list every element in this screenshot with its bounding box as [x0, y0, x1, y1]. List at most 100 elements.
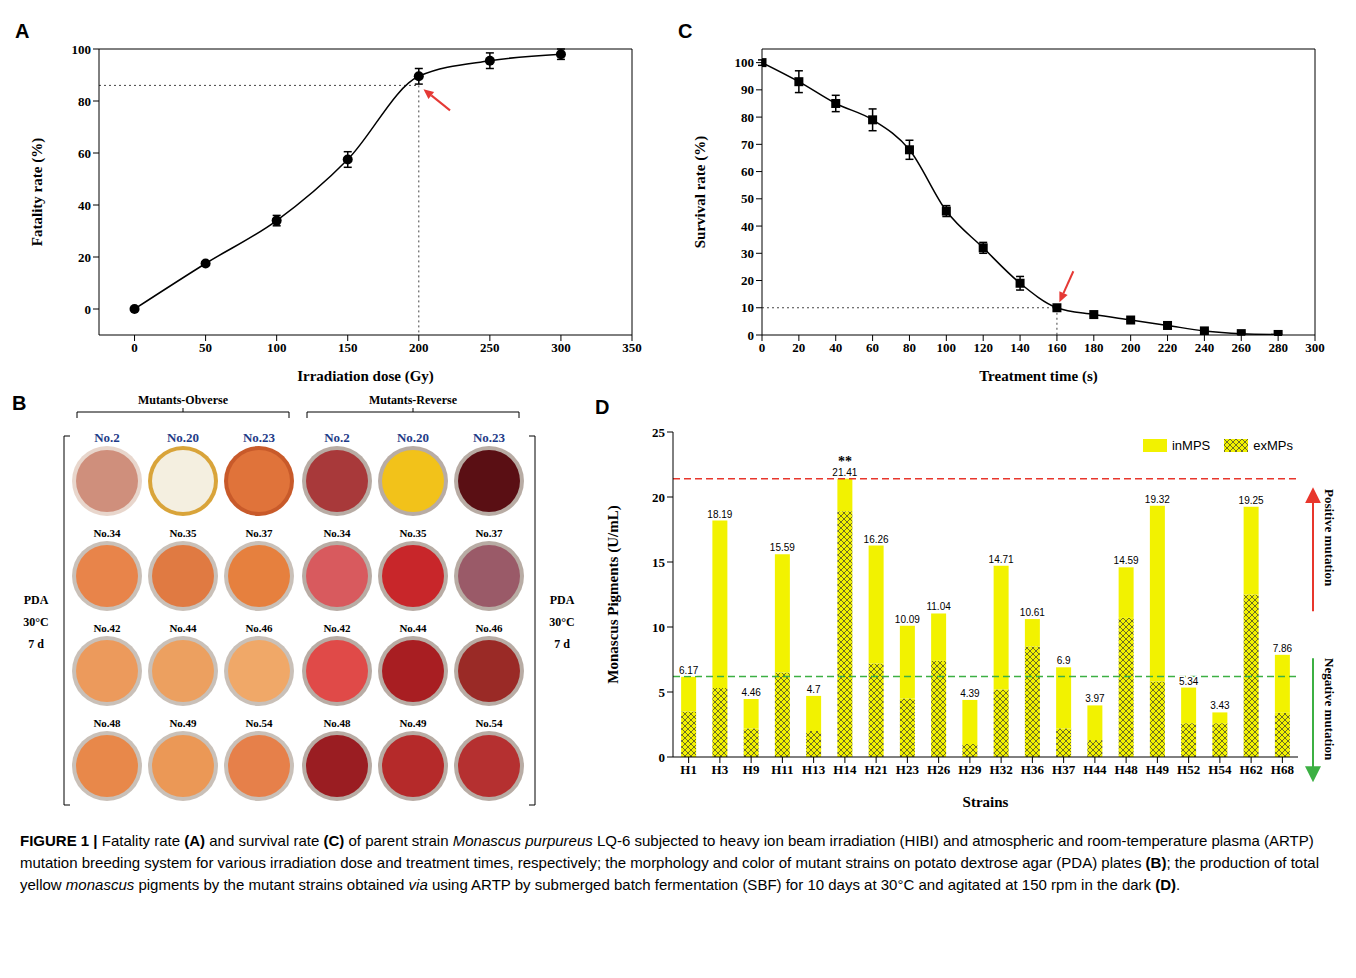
svg-text:No.54: No.54 [245, 717, 273, 729]
svg-text:No.20: No.20 [167, 430, 199, 445]
svg-text:4.39: 4.39 [960, 688, 980, 699]
svg-text:No.48: No.48 [93, 717, 121, 729]
svg-text:Strains: Strains [963, 794, 1009, 810]
svg-text:240: 240 [1195, 340, 1215, 355]
svg-text:20: 20 [741, 273, 754, 288]
svg-text:19.32: 19.32 [1145, 494, 1170, 505]
svg-text:100: 100 [72, 42, 92, 57]
svg-text:No.49: No.49 [169, 717, 197, 729]
svg-text:H23: H23 [896, 762, 920, 777]
svg-text:No.20: No.20 [397, 430, 429, 445]
svg-text:120: 120 [973, 340, 993, 355]
svg-text:No.48: No.48 [323, 717, 351, 729]
svg-text:Fatality rate (%): Fatality rate (%) [29, 138, 46, 246]
svg-text:220: 220 [1158, 340, 1178, 355]
svg-text:100: 100 [937, 340, 957, 355]
svg-text:0: 0 [659, 750, 666, 765]
svg-text:0: 0 [748, 328, 755, 343]
svg-text:No.2: No.2 [94, 430, 120, 445]
svg-text:30°C: 30°C [23, 615, 48, 629]
svg-text:No.42: No.42 [323, 622, 351, 634]
svg-text:H36: H36 [1021, 762, 1045, 777]
svg-text:4.7: 4.7 [807, 684, 821, 695]
svg-text:7 d: 7 d [554, 637, 570, 651]
svg-text:0: 0 [85, 302, 92, 317]
svg-text:No.54: No.54 [475, 717, 503, 729]
svg-text:20: 20 [652, 490, 665, 505]
svg-text:Mutants-Reverse: Mutants-Reverse [369, 393, 458, 407]
svg-text:80: 80 [903, 340, 916, 355]
svg-text:300: 300 [1305, 340, 1325, 355]
svg-text:6.9: 6.9 [1057, 655, 1071, 666]
svg-text:60: 60 [78, 146, 91, 161]
svg-text:H26: H26 [927, 762, 951, 777]
svg-text:No.46: No.46 [475, 622, 503, 634]
svg-text:20: 20 [78, 250, 91, 265]
svg-text:No.34: No.34 [323, 527, 351, 539]
svg-text:80: 80 [78, 94, 91, 109]
svg-text:3.43: 3.43 [1210, 700, 1230, 711]
svg-text:14.59: 14.59 [1114, 555, 1139, 566]
svg-text:10: 10 [741, 300, 754, 315]
svg-text:160: 160 [1047, 340, 1067, 355]
svg-text:100: 100 [267, 340, 287, 355]
svg-text:H62: H62 [1240, 762, 1263, 777]
svg-text:No.37: No.37 [245, 527, 273, 539]
svg-text:40: 40 [741, 219, 754, 234]
svg-text:No.44: No.44 [399, 622, 427, 634]
svg-text:PDA: PDA [24, 593, 49, 607]
svg-text:60: 60 [866, 340, 879, 355]
svg-text:H52: H52 [1177, 762, 1200, 777]
svg-text:40: 40 [829, 340, 842, 355]
svg-text:16.26: 16.26 [864, 534, 889, 545]
svg-text:Monascus Pigments (U/mL): Monascus Pigments (U/mL) [605, 505, 622, 683]
svg-text:300: 300 [551, 340, 571, 355]
svg-text:No.42: No.42 [93, 622, 121, 634]
svg-text:H13: H13 [802, 762, 826, 777]
svg-text:7 d: 7 d [28, 637, 44, 651]
svg-text:6.17: 6.17 [679, 665, 699, 676]
svg-text:80: 80 [741, 110, 754, 125]
svg-text:No.35: No.35 [169, 527, 197, 539]
svg-text:No.35: No.35 [399, 527, 427, 539]
svg-text:25: 25 [652, 425, 666, 440]
svg-text:19.25: 19.25 [1239, 495, 1264, 506]
svg-text:10: 10 [652, 620, 665, 635]
svg-text:No.46: No.46 [245, 622, 273, 634]
svg-text:No.37: No.37 [475, 527, 503, 539]
svg-text:0: 0 [759, 340, 766, 355]
svg-text:H37: H37 [1052, 762, 1076, 777]
svg-text:Survival rate (%): Survival rate (%) [692, 136, 709, 248]
svg-text:150: 150 [338, 340, 358, 355]
svg-text:H3: H3 [712, 762, 729, 777]
svg-text:H68: H68 [1271, 762, 1295, 777]
svg-text:20: 20 [792, 340, 805, 355]
svg-text:H29: H29 [958, 762, 982, 777]
svg-text:No.2: No.2 [324, 430, 350, 445]
svg-text:30°C: 30°C [549, 615, 574, 629]
svg-text:7.86: 7.86 [1273, 643, 1293, 654]
svg-text:0: 0 [131, 340, 138, 355]
svg-text:H49: H49 [1146, 762, 1170, 777]
svg-text:No.23: No.23 [473, 430, 506, 445]
svg-text:70: 70 [741, 137, 754, 152]
svg-text:No.34: No.34 [93, 527, 121, 539]
svg-text:50: 50 [741, 191, 754, 206]
svg-text:50: 50 [199, 340, 212, 355]
svg-text:200: 200 [1121, 340, 1141, 355]
svg-text:Mutants-Obverse: Mutants-Obverse [138, 393, 229, 407]
svg-text:14.71: 14.71 [989, 554, 1014, 565]
svg-text:No.49: No.49 [399, 717, 427, 729]
svg-text:H54: H54 [1208, 762, 1232, 777]
svg-text:Treatment time (s): Treatment time (s) [979, 368, 1098, 385]
svg-text:180: 180 [1084, 340, 1104, 355]
svg-text:100: 100 [735, 55, 755, 70]
svg-text:H14: H14 [833, 762, 857, 777]
svg-text:250: 250 [480, 340, 500, 355]
svg-text:H11: H11 [771, 762, 793, 777]
svg-text:3.97: 3.97 [1085, 693, 1105, 704]
svg-text:**: ** [838, 454, 852, 469]
svg-text:40: 40 [78, 198, 91, 213]
svg-text:140: 140 [1010, 340, 1030, 355]
svg-text:5: 5 [659, 685, 666, 700]
